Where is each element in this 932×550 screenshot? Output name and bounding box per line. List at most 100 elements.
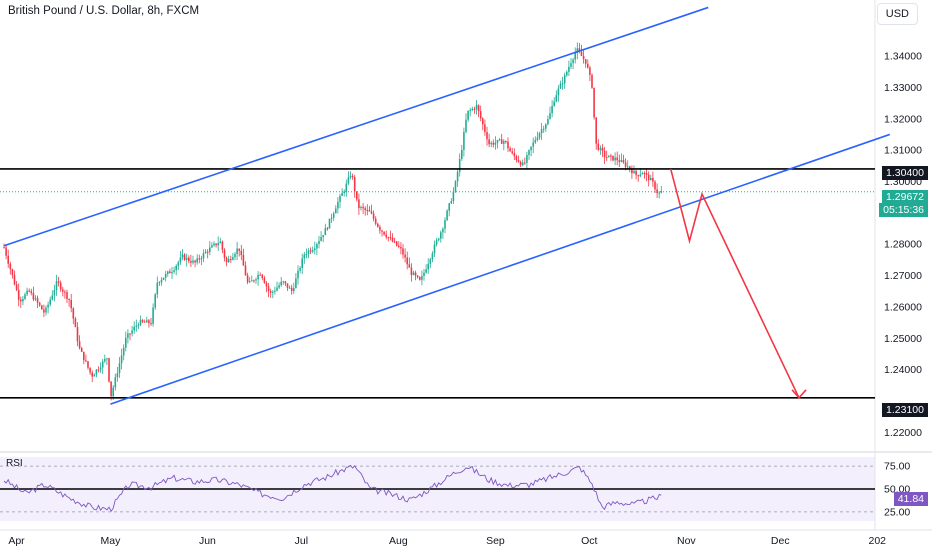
candle-body — [171, 271, 173, 274]
candle-body — [440, 232, 442, 239]
candle-body — [167, 271, 169, 274]
candle-body — [137, 325, 140, 327]
candle-body — [190, 261, 192, 263]
candle-body — [78, 341, 81, 348]
channel-upper-line[interactable] — [3, 6, 709, 247]
time-tick-label: Nov — [677, 535, 696, 547]
candle-body — [538, 133, 541, 138]
candle-body — [11, 269, 14, 276]
candle-body — [74, 318, 77, 328]
candle-body — [217, 243, 219, 246]
price-tick-label: 1.22000 — [884, 427, 922, 439]
candle-body — [158, 282, 161, 284]
candle-body — [641, 173, 644, 175]
candle-body — [17, 289, 20, 300]
candle-body — [645, 173, 648, 175]
candle-body — [118, 363, 121, 374]
projection-path[interactable] — [669, 168, 800, 399]
candle-body — [293, 288, 295, 291]
candle-body — [366, 210, 369, 212]
candle-body — [463, 132, 465, 150]
candle-body — [416, 275, 419, 278]
candle-body — [456, 171, 459, 182]
channel-lower-line[interactable] — [110, 133, 891, 405]
candle-body — [431, 253, 434, 260]
candle-body — [624, 162, 627, 167]
candle-body — [425, 269, 427, 273]
candle-body — [253, 280, 255, 282]
candle-body — [43, 309, 45, 313]
candle-body — [486, 132, 488, 140]
price-tick-label: 1.31000 — [884, 145, 922, 157]
candle-body — [559, 83, 562, 89]
candle-body — [223, 249, 226, 258]
candle-body — [479, 111, 482, 119]
candle-body — [534, 139, 537, 143]
candle-body — [206, 251, 209, 253]
candle-body — [53, 289, 56, 296]
candle-body — [204, 251, 207, 254]
candle-body — [131, 330, 133, 334]
candle-body — [620, 160, 623, 162]
candle-body — [62, 289, 64, 292]
candle-body — [652, 177, 654, 182]
candle-body — [612, 155, 614, 161]
candle-body — [484, 124, 486, 133]
candle-body — [658, 192, 660, 194]
candle-body — [435, 240, 438, 245]
price-tick-label: 1.26000 — [884, 301, 922, 313]
candle-body — [5, 247, 7, 256]
candle-body — [450, 201, 453, 204]
candle-body — [192, 260, 194, 263]
candle-body — [494, 142, 497, 145]
candle-body — [515, 156, 518, 160]
candle-body — [580, 51, 583, 57]
candle-body — [41, 305, 43, 310]
candle-body — [563, 75, 566, 84]
candle-body — [395, 241, 398, 246]
candle-body — [324, 228, 327, 236]
candle-body — [162, 277, 165, 280]
candle-body — [91, 372, 93, 377]
candle-body — [139, 320, 142, 326]
candle-body — [185, 257, 188, 260]
candle-body — [303, 254, 306, 259]
candle-body — [24, 294, 26, 299]
candle-body — [196, 258, 198, 263]
candle-body — [608, 155, 610, 158]
candle-body — [587, 63, 589, 68]
candle-body — [551, 105, 553, 114]
candle-body — [555, 95, 558, 102]
candle-body — [112, 387, 114, 397]
rsi-tick-label: 75.00 — [884, 461, 910, 473]
candle-body — [547, 119, 549, 125]
candle-body — [347, 177, 350, 184]
candle-body — [106, 358, 108, 360]
candle-body — [490, 142, 492, 145]
candle-body — [320, 236, 322, 241]
candle-body — [599, 147, 602, 150]
candle-body — [446, 210, 448, 221]
currency-button[interactable]: USD — [876, 3, 918, 25]
candle-body — [213, 243, 215, 246]
candle-body — [89, 367, 91, 373]
candle-body — [469, 110, 471, 112]
candle-body — [448, 203, 450, 211]
price-tick-label: 1.33000 — [884, 82, 922, 94]
candle-body — [267, 286, 270, 292]
time-axis[interactable]: Apr May Jun Jul Aug Sep Oct Nov Dec 202 — [8, 535, 886, 547]
candle-body — [475, 105, 478, 110]
candle-body — [540, 129, 543, 134]
drawing-overlays[interactable] — [0, 6, 891, 405]
price-axis[interactable]: 1.340001.330001.320001.310001.300001.290… — [884, 51, 922, 519]
candle-body — [314, 248, 316, 251]
rsi-indicator-label[interactable]: RSI — [6, 458, 23, 469]
candle-body — [307, 250, 310, 254]
candle-body — [393, 241, 396, 243]
candle-body — [423, 272, 425, 277]
candle-body — [488, 139, 490, 145]
candle-body — [227, 259, 230, 263]
candle-body — [299, 268, 301, 271]
